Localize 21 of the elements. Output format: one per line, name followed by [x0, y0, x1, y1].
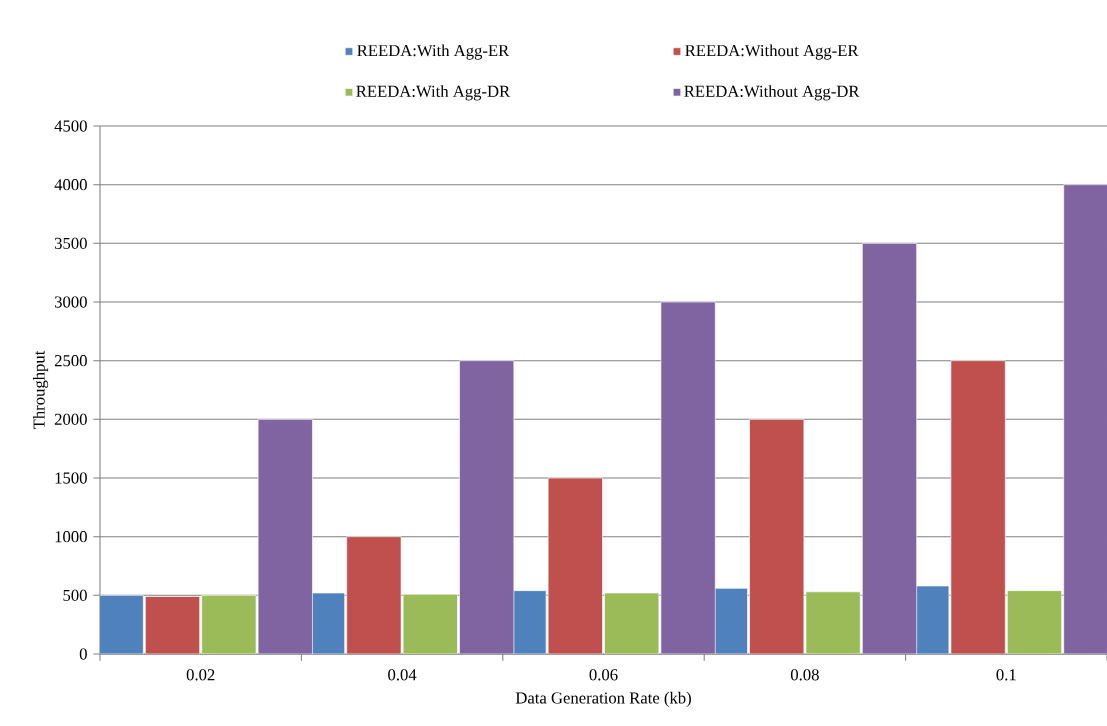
legend-label: REEDA:With Agg-ER: [357, 44, 510, 60]
x-tick-label: 0.08: [790, 669, 819, 681]
x-tick-label: 0.06: [589, 669, 618, 681]
y-tick-label: 1500: [55, 472, 87, 484]
x-axis-title: Data Generation Rate (kb): [515, 691, 691, 707]
y-tick-label: 4500: [54, 120, 87, 132]
y-axis-title: Throughput: [32, 350, 49, 430]
legend-label: REEDA:Without Agg-DR: [684, 85, 860, 101]
y-tick-label: 1000: [55, 531, 87, 543]
y-tick-label: 2500: [54, 355, 87, 367]
y-tick-label: 500: [63, 589, 87, 601]
legend-label: REEDA:With Agg-DR: [356, 85, 511, 101]
y-tick-label: 2000: [54, 413, 87, 425]
y-tick-label: 4000: [54, 179, 87, 191]
x-tick-label: 0.02: [186, 669, 215, 681]
x-tick-label: 0.1: [996, 669, 1016, 681]
y-tick-label: 0: [79, 648, 87, 660]
x-tick-label: 0.04: [388, 669, 417, 681]
y-tick-label: 3000: [54, 296, 87, 308]
legend-label: REEDA:Without Agg-ER: [685, 44, 859, 60]
y-tick-label: 3500: [54, 237, 87, 249]
